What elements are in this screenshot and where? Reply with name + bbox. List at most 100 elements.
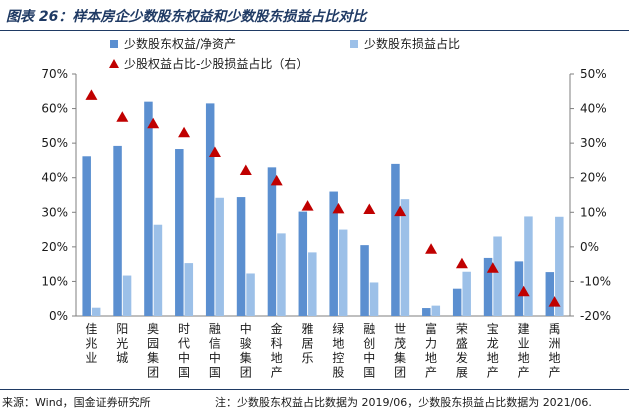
category-char: 国 xyxy=(209,366,221,380)
triangle-marker xyxy=(116,111,129,122)
bar-equity xyxy=(329,191,338,316)
category-char: 信 xyxy=(209,337,221,351)
bar-profit xyxy=(431,305,441,316)
category-char: 光 xyxy=(116,337,128,351)
bar-equity xyxy=(360,245,369,316)
category-char: 绿 xyxy=(332,321,344,336)
category-char: 产 xyxy=(549,366,561,380)
category-label: 中骏集团 xyxy=(240,321,252,380)
right-tick-label: 10% xyxy=(580,205,607,219)
legend-triangle-icon xyxy=(109,59,119,68)
bar-equity xyxy=(422,308,431,316)
category-char: 力 xyxy=(425,337,437,351)
category-char: 集 xyxy=(394,350,406,365)
triangle-marker xyxy=(394,205,407,217)
category-char: 地 xyxy=(549,351,561,365)
right-tick-label: 0% xyxy=(580,240,599,254)
triangle-marker xyxy=(85,89,98,100)
left-tick-label: 20% xyxy=(41,240,68,254)
left-tick-label: 10% xyxy=(41,274,68,288)
category-char: 地 xyxy=(271,351,283,365)
bar-equity xyxy=(514,261,524,316)
right-tick-label: 20% xyxy=(580,171,607,185)
triangle-marker xyxy=(147,117,160,129)
bar-profit xyxy=(462,271,471,316)
triangle-marker xyxy=(178,126,191,138)
triangle-marker xyxy=(332,202,345,214)
category-char: 中 xyxy=(209,350,221,365)
bar-profit xyxy=(400,199,410,316)
bar-profit xyxy=(277,233,286,316)
category-char: 中 xyxy=(363,350,375,365)
category-label: 融创中国 xyxy=(363,322,375,380)
legend-label-equity: 少数股东权益/净资产 xyxy=(124,36,236,51)
triangle-marker xyxy=(548,296,561,307)
category-char: 代 xyxy=(178,337,190,351)
triangle-marker xyxy=(208,146,221,157)
right-tick-label: 40% xyxy=(580,102,607,116)
left-tick-label: 30% xyxy=(41,205,68,219)
category-char: 中 xyxy=(240,321,252,336)
bar-profit xyxy=(215,197,224,316)
bar-profit xyxy=(122,275,132,316)
category-label: 时代中国 xyxy=(178,322,190,380)
category-char: 雅 xyxy=(302,321,314,336)
category-char: 乐 xyxy=(302,351,314,365)
category-char: 产 xyxy=(487,366,499,380)
category-char: 地 xyxy=(518,351,530,365)
category-char: 世 xyxy=(394,322,406,336)
bar-profit xyxy=(153,224,163,316)
triangle-marker xyxy=(363,203,376,215)
bar-profit xyxy=(493,236,502,316)
category-char: 创 xyxy=(363,337,375,351)
legend-swatch-profit xyxy=(350,40,358,48)
category-label: 佳兆业 xyxy=(85,322,97,365)
triangle-marker xyxy=(239,164,252,175)
bar-equity xyxy=(391,163,400,316)
category-label: 宝龙地产 xyxy=(487,322,499,380)
bar-equity xyxy=(298,211,308,316)
category-char: 富 xyxy=(425,321,437,336)
category-char: 佳 xyxy=(85,322,97,336)
category-char: 奥 xyxy=(147,322,159,336)
bar-equity xyxy=(545,272,555,316)
category-char: 国 xyxy=(363,366,375,380)
triangle-marker xyxy=(270,174,283,186)
bar-profit xyxy=(524,216,533,316)
category-label: 富力地产 xyxy=(425,321,437,380)
category-char: 团 xyxy=(394,366,406,380)
category-char: 国 xyxy=(178,366,190,380)
bar-profit xyxy=(308,252,317,316)
category-char: 禹 xyxy=(549,322,561,336)
bars xyxy=(82,101,564,317)
category-char: 产 xyxy=(425,366,437,380)
legend-label-diff: 少股权益占比-少股损益占比（右） xyxy=(124,56,308,71)
category-char: 团 xyxy=(147,366,159,380)
category-char: 茂 xyxy=(394,337,406,351)
bar-equity xyxy=(452,288,462,316)
category-char: 洲 xyxy=(549,337,561,351)
left-tick-label: 60% xyxy=(41,102,68,116)
category-char: 金 xyxy=(271,321,283,336)
category-char: 园 xyxy=(147,337,159,351)
category-char: 展 xyxy=(456,366,468,380)
category-char: 宝 xyxy=(487,322,499,336)
category-label: 融信中国 xyxy=(209,322,221,380)
right-tick-label: 50% xyxy=(580,67,607,81)
category-char: 地 xyxy=(332,337,344,351)
right-tick-label: -10% xyxy=(580,274,611,288)
bar-profit xyxy=(555,216,564,316)
category-char: 集 xyxy=(240,350,252,365)
category-char: 地 xyxy=(425,351,437,365)
left-tick-label: 50% xyxy=(41,136,68,150)
category-char: 时 xyxy=(178,322,190,336)
category-char: 集 xyxy=(147,350,159,365)
category-char: 中 xyxy=(178,350,190,365)
bar-equity xyxy=(113,145,122,316)
category-label: 金科地产 xyxy=(271,321,283,380)
right-tick-label: 30% xyxy=(580,136,607,150)
triangle-marker xyxy=(517,285,530,297)
bar-equity xyxy=(267,167,277,316)
